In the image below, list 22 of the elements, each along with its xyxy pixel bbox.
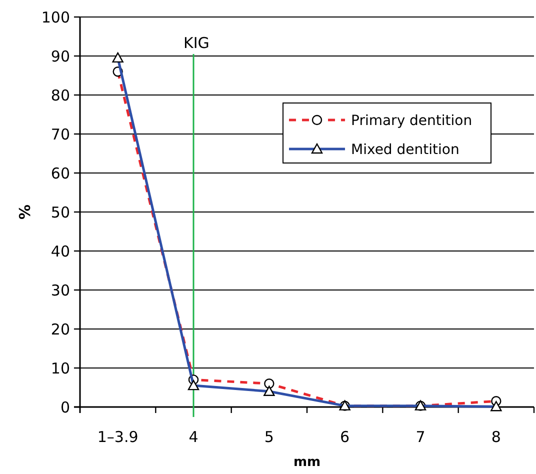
y-tick-label: 80 [50, 86, 70, 104]
x-axis-title: mm [293, 455, 321, 470]
ref-line-label: KIG [184, 34, 210, 52]
y-tick-label: 0 [60, 398, 70, 416]
x-tick-label: 1–3.9 [97, 428, 138, 446]
x-tick-label: 6 [340, 428, 350, 446]
y-tick-label: 100 [41, 8, 70, 26]
y-tick-label: 30 [50, 281, 70, 300]
y-tick-label: 90 [50, 47, 70, 66]
legend-label: Primary dentition [351, 112, 472, 129]
y-tick-label: 50 [50, 203, 70, 222]
y-tick-label: 60 [50, 164, 70, 182]
y-axis-title: % [16, 204, 34, 220]
x-tick-label: 4 [188, 428, 198, 446]
x-tick-label: 8 [491, 428, 501, 446]
x-tick-label: 5 [264, 428, 274, 446]
y-tick-label: 40 [50, 242, 70, 260]
x-tick-label: 7 [416, 428, 426, 446]
y-tick-label: 20 [50, 320, 70, 338]
legend-label: Mixed dentition [351, 142, 460, 158]
y-tick-label: 70 [50, 125, 70, 144]
y-tick-label: 10 [50, 359, 70, 378]
